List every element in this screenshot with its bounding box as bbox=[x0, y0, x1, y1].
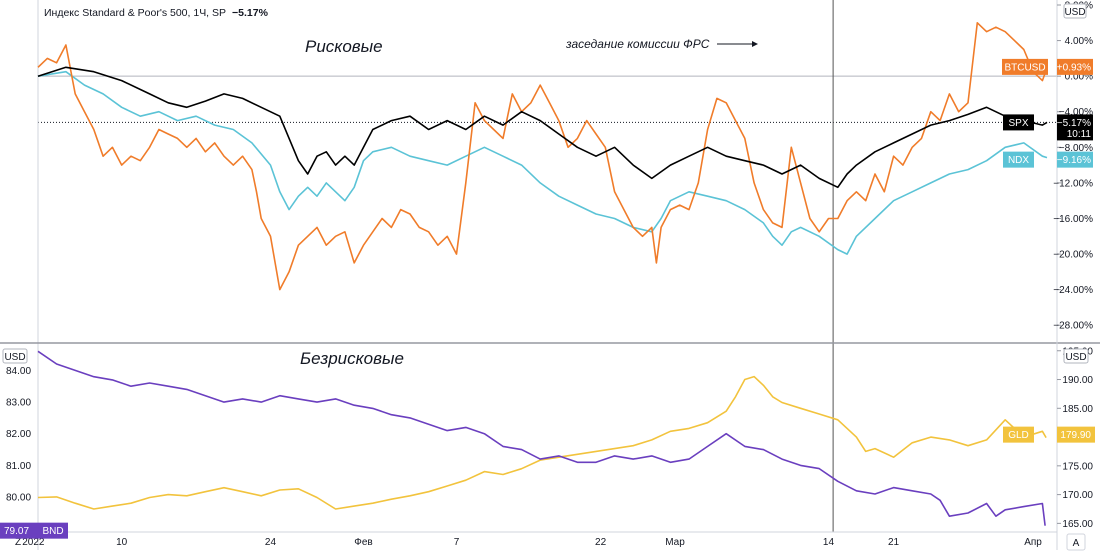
BND-tag-name: BND bbox=[42, 526, 63, 537]
BTCUSD-tag-value: +0.93% bbox=[1057, 62, 1091, 73]
BTCUSD-tag-name-box bbox=[1002, 58, 1048, 75]
series-layer bbox=[37, 22, 1048, 526]
upper-y-tick-label: −28.00% bbox=[1053, 321, 1093, 332]
GLD-tag-name: GLD bbox=[1008, 430, 1029, 441]
lower-left-tick-label: 80.00 bbox=[6, 493, 31, 504]
auto-scale-label: A bbox=[1073, 538, 1080, 549]
x-tick-label: 22 bbox=[595, 537, 607, 548]
riskless-annotation: Безрисковые bbox=[300, 349, 404, 368]
x-tick-label: 21 bbox=[888, 537, 900, 548]
btcusd-line[interactable] bbox=[37, 22, 1048, 291]
NDX-tag-value: −9.16% bbox=[1057, 155, 1091, 166]
lower-left-unit-label: USD bbox=[4, 352, 25, 363]
NDX-tag-name-box bbox=[1003, 151, 1034, 168]
upper-y-tick-label: −8.00% bbox=[1059, 143, 1093, 154]
NDX-tag-name: NDX bbox=[1008, 155, 1029, 166]
lower-right-tick-label: 175.00 bbox=[1062, 461, 1093, 472]
chart-legend: Индекс Standard & Poor's 500, 1Ч, SP −5.… bbox=[44, 7, 269, 19]
bnd-line[interactable] bbox=[37, 350, 1046, 526]
SPX-tag-name: SPX bbox=[1008, 118, 1028, 129]
ndx-line[interactable] bbox=[37, 70, 1048, 255]
x-tick-label: 24 bbox=[265, 537, 277, 548]
lower-right-unit-label: USD bbox=[1065, 352, 1086, 363]
upper-y-tick-label: −20.00% bbox=[1053, 250, 1093, 261]
BTCUSD-tag: BTCUSD +0.93% bbox=[1002, 58, 1093, 75]
x-tick-label: Мар bbox=[665, 537, 685, 548]
BND-tag: 79.07 BND bbox=[0, 522, 68, 539]
SPX-tag-time: 10:11 bbox=[1067, 129, 1092, 140]
fed-arrow-head bbox=[752, 41, 758, 47]
chart-title: Индекс Standard & Poor's 500, 1Ч, SP bbox=[44, 7, 226, 19]
lower-left-tick-label: 83.00 bbox=[6, 398, 31, 409]
BTCUSD-tag-value-box bbox=[1057, 58, 1093, 75]
upper-y-tick-label: −12.00% bbox=[1053, 178, 1093, 189]
lower-right-tick-label: 185.00 bbox=[1062, 404, 1093, 415]
NDX-tag: NDX −9.16% bbox=[1003, 151, 1093, 168]
BTCUSD-tag-name: BTCUSD bbox=[1004, 62, 1045, 73]
spx-line[interactable] bbox=[37, 66, 1048, 189]
upper-y-tick-label: 0.00% bbox=[1065, 72, 1093, 83]
BND-tag-value: 79.07 bbox=[4, 526, 29, 537]
lower-left-tick-label: 81.00 bbox=[6, 461, 31, 472]
upper-y-tick-label: −4.00% bbox=[1059, 107, 1093, 118]
BND-tag-name-box bbox=[38, 522, 68, 539]
lower-left-tick-label: 82.00 bbox=[6, 429, 31, 440]
lower-right-unit-box[interactable] bbox=[1063, 348, 1089, 364]
auto-scale-button[interactable] bbox=[1066, 533, 1086, 551]
NDX-tag-value-box bbox=[1057, 151, 1093, 168]
risky-annotation: Рисковые bbox=[305, 37, 383, 56]
GLD-tag-value: 179.90 bbox=[1060, 430, 1091, 441]
upper-unit-label: USD bbox=[1064, 7, 1085, 18]
BND-tag-value-box bbox=[0, 522, 38, 539]
upper-y-tick-label: −24.00% bbox=[1053, 285, 1093, 296]
SPX-tag-value: −5.17% bbox=[1057, 118, 1091, 129]
x-tick-label: 7 bbox=[454, 537, 460, 548]
lower-right-tick-label: 190.00 bbox=[1062, 375, 1093, 386]
x-tick-label: 10 bbox=[116, 537, 128, 548]
gld-line[interactable] bbox=[37, 375, 1047, 510]
GLD-tag-name-box bbox=[1003, 426, 1034, 443]
lower-right-tick-label: 170.00 bbox=[1062, 490, 1093, 501]
SPX-tag-name-box bbox=[1003, 114, 1034, 131]
x-tick-label: Фев bbox=[354, 537, 372, 548]
upper-unit-box[interactable] bbox=[1063, 3, 1087, 19]
labels-layer: Рисковые заседание комиссии ФРС Безрисковы… bbox=[0, 37, 1095, 539]
SPX-tag-value-box bbox=[1057, 114, 1093, 141]
upper-y-tick-label: 4.00% bbox=[1065, 36, 1093, 47]
SPX-tag: SPX −5.17%10:11 bbox=[1003, 114, 1093, 141]
lower-left-tick-label: 84.00 bbox=[6, 366, 31, 377]
GLD-tag: GLD 179.90 bbox=[1003, 426, 1095, 443]
fed-annotation: заседание комиссии ФРС bbox=[565, 37, 710, 51]
x-tick-label: 14 bbox=[823, 537, 835, 548]
lower-left-unit-box[interactable] bbox=[2, 348, 28, 364]
x-tick-label: Апр bbox=[1024, 537, 1042, 548]
upper-y-tick-label: −16.00% bbox=[1053, 214, 1093, 225]
chart-change: −5.17% bbox=[232, 7, 269, 19]
grid bbox=[38, 0, 1057, 532]
x-tick-label: 2022 bbox=[22, 537, 45, 548]
corner-z-label: Z bbox=[15, 537, 21, 548]
lower-right-tick-label: 165.00 bbox=[1062, 519, 1093, 530]
GLD-tag-value-box bbox=[1057, 426, 1095, 443]
